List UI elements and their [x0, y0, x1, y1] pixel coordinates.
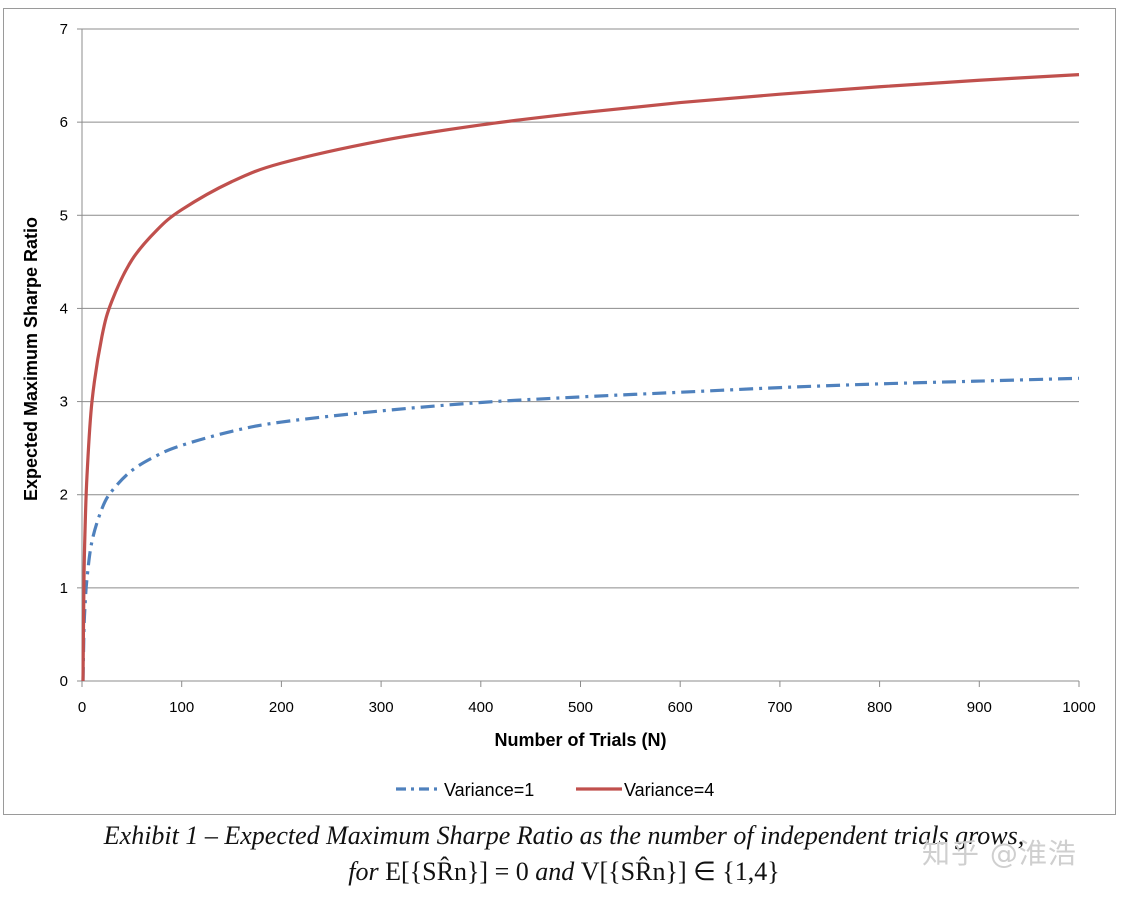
y-tick-label: 1	[60, 580, 68, 597]
y-tick-label: 5	[60, 207, 68, 224]
y-tick-label: 7	[60, 21, 68, 38]
x-tick-label: 600	[668, 699, 693, 716]
caption-math-e: E[{SR̂n}] = 0	[385, 857, 529, 886]
series-line-variance-4	[81, 73, 1080, 682]
y-tick-label: 3	[60, 394, 68, 411]
legend-label-variance-4: Variance=4	[624, 780, 714, 800]
caption-line-1: Exhibit 1 – Expected Maximum Sharpe Rati…	[103, 821, 1025, 850]
x-tick-label: 300	[369, 699, 394, 716]
x-tick-label: 500	[568, 699, 593, 716]
y-tick-label: 2	[60, 487, 68, 504]
y-axis-title: Expected Maximum Sharpe Ratio	[21, 217, 41, 501]
chart-svg: 0 1 2 3 4 5 6 7 0 100 200 300 400 500 600 700 800 900 1000…	[21, 21, 1096, 800]
x-tick-label: 400	[468, 699, 493, 716]
legend: Variance=1 Variance=4	[396, 780, 714, 800]
y-tick-label: 4	[60, 300, 68, 317]
series-lines	[81, 73, 1080, 682]
caption-math-v: V[{SR̂n}] ∈ {1,4}	[580, 857, 780, 886]
axes	[77, 28, 1080, 687]
gridlines	[82, 28, 1079, 589]
x-tick-label: 100	[169, 699, 194, 716]
x-tick-label: 0	[78, 699, 86, 716]
chart-frame: 0 1 2 3 4 5 6 7 0 100 200 300 400 500 600 700 800 900 1000…	[3, 8, 1116, 815]
watermark: 知乎 @淮浩	[922, 837, 1077, 870]
x-tick-label: 800	[867, 699, 892, 716]
y-tick-label: 0	[60, 673, 68, 690]
x-tick-label: 900	[967, 699, 992, 716]
caption-line-2: for E[{SR̂n}] = 0 and V[{SR̂n}] ∈ {1,4}	[0, 854, 1128, 890]
y-tick-label: 6	[60, 114, 68, 131]
x-axis-title: Number of Trials (N)	[494, 730, 666, 750]
x-tick-label: 200	[269, 699, 294, 716]
x-tick-label: 1000	[1062, 699, 1095, 716]
figure-caption: Exhibit 1 – Expected Maximum Sharpe Rati…	[0, 818, 1128, 890]
series-line-variance-1	[81, 376, 1080, 682]
caption-and: and	[535, 857, 575, 886]
legend-label-variance-1: Variance=1	[444, 780, 534, 800]
tick-labels: 0 1 2 3 4 5 6 7 0 100 200 300 400 500 600 700 800 900 1000	[60, 21, 1096, 716]
x-tick-label: 700	[767, 699, 792, 716]
caption-for: for	[348, 857, 379, 886]
